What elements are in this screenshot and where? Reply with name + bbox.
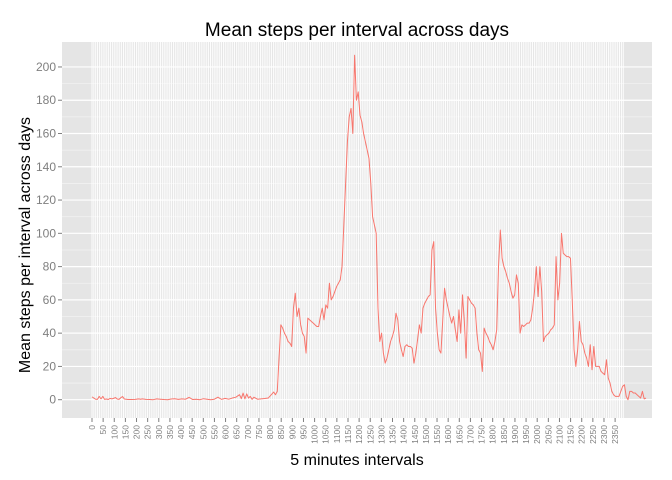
y-tick-label: 100 — [36, 226, 56, 240]
x-tick-label: 2200 — [577, 425, 587, 444]
chart-title: Mean steps per interval across days — [204, 20, 510, 41]
x-tick-label: 1750 — [477, 425, 487, 444]
x-tick-label: 2050 — [543, 425, 553, 444]
y-tick-label: 20 — [43, 359, 57, 373]
y-tick-label: 160 — [36, 127, 56, 141]
x-tick-label: 950 — [298, 425, 308, 439]
x-tick-label: 1700 — [465, 425, 475, 444]
x-tick-label: 200 — [132, 425, 142, 439]
x-tick-label: 1500 — [421, 425, 431, 444]
x-tick-label: 1900 — [510, 425, 520, 444]
y-tick-label: 120 — [36, 193, 56, 207]
x-tick-label: 150 — [120, 425, 130, 439]
x-tick-label: 700 — [243, 425, 253, 439]
x-tick-label: 1350 — [388, 425, 398, 444]
y-tick-label: 60 — [43, 293, 57, 307]
x-tick-label: 900 — [287, 425, 297, 439]
x-tick-label: 2250 — [588, 425, 598, 444]
x-tick-label: 1250 — [365, 425, 375, 444]
x-tick-label: 400 — [176, 425, 186, 439]
series-line — [91, 54, 647, 401]
y-tick-label: 180 — [36, 93, 56, 107]
x-tick-label: 1000 — [310, 425, 320, 444]
x-tick-label: 550 — [209, 425, 219, 439]
x-tick-label: 650 — [232, 425, 242, 439]
x-tick-label: 1300 — [376, 425, 386, 444]
x-tick-label: 1200 — [354, 425, 364, 444]
y-tick-label: 140 — [36, 160, 56, 174]
x-tick-label: 1650 — [454, 425, 464, 444]
x-tick-label: 850 — [276, 425, 286, 439]
x-tick-label: 1950 — [521, 425, 531, 444]
x-tick-label: 250 — [143, 425, 153, 439]
y-tick-label: 0 — [49, 393, 56, 407]
x-axis-title: 5 minutes intervals — [290, 452, 424, 469]
x-tick-label: 500 — [198, 425, 208, 439]
x-tick-label: 2300 — [599, 425, 609, 444]
x-tick-label: 1400 — [399, 425, 409, 444]
y-tick-label: 40 — [43, 326, 57, 340]
x-tick-label: 1100 — [332, 425, 342, 444]
x-tick-label: 50 — [98, 425, 108, 435]
x-tick-label: 2000 — [532, 425, 542, 444]
x-tick-label: 2100 — [554, 425, 564, 444]
x-tick-label: 800 — [265, 425, 275, 439]
x-tick-label: 600 — [221, 425, 231, 439]
x-tick-label: 1450 — [410, 425, 420, 444]
x-tick-label: 2350 — [610, 425, 620, 444]
x-tick-label: 1850 — [499, 425, 509, 444]
x-tick-label: 2150 — [566, 425, 576, 444]
x-tick-label: 1600 — [443, 425, 453, 444]
y-axis-title: Mean steps per interval across days — [17, 116, 34, 374]
x-tick-label: 450 — [187, 425, 197, 439]
x-tick-label: 750 — [254, 425, 264, 439]
x-tick-label: 350 — [165, 425, 175, 439]
y-tick-label: 80 — [43, 260, 57, 274]
x-tick-label: 300 — [154, 425, 164, 439]
x-tick-label: 1800 — [488, 425, 498, 444]
x-tick-label: 1050 — [321, 425, 331, 444]
x-tick-label: 100 — [109, 425, 119, 439]
x-tick-label: 1550 — [432, 425, 442, 444]
x-tick-label: 0 — [87, 425, 97, 430]
y-tick-label: 200 — [36, 60, 56, 74]
x-tick-label: 1150 — [343, 425, 353, 444]
